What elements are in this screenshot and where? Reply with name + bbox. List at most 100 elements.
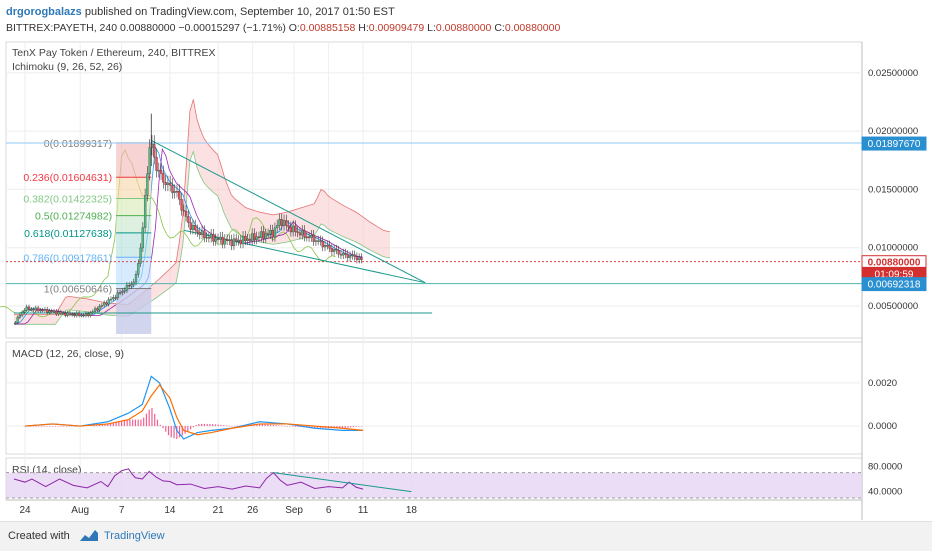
candle-body (50, 310, 53, 312)
macd-histogram-bar (352, 426, 355, 428)
high-label: H: (358, 22, 369, 34)
price-chart[interactable]: 24 Aug 7 14 21 26 Sep 6 11 18 0.00500000 0.01000000… (0, 0, 932, 521)
macd-histogram-bar (107, 423, 109, 427)
symbol-label: BITTREX:PAYETH, 240 (6, 22, 118, 34)
candle-body (123, 290, 126, 292)
rsi-trendline (273, 472, 412, 493)
macd-histogram-bar (220, 424, 222, 427)
candle-body (260, 231, 263, 238)
created-with-label: Created with (8, 530, 70, 542)
candle-body (321, 241, 324, 248)
candle-body (210, 233, 213, 239)
candle-body (18, 315, 22, 318)
candle-body (214, 238, 217, 242)
x-tick-label: 14 (164, 505, 176, 516)
x-tick-label: 11 (358, 505, 369, 516)
macd-histogram-bar (278, 425, 280, 427)
candle-body (153, 143, 156, 158)
candle-body (205, 237, 208, 239)
x-tick-label: Aug (71, 505, 89, 516)
candle-body (348, 255, 352, 258)
candle-body (109, 298, 113, 301)
fib-level-label: 0(0.01899317) (44, 138, 112, 150)
macd-histogram-bar (344, 426, 346, 428)
footer: Created with TradingView (0, 521, 932, 551)
candle-body (48, 310, 51, 313)
macd-histogram-bar (192, 426, 194, 428)
candle-body (175, 191, 179, 193)
macd-histogram-bar (49, 426, 51, 427)
macd-histogram-bar (35, 426, 37, 427)
candle-body (112, 297, 115, 300)
candle-body (358, 257, 361, 260)
candle-body (287, 225, 290, 228)
close-value: 0.00880000 (504, 22, 561, 34)
candle-body (118, 292, 122, 294)
ichimoku-cloud (13, 99, 391, 325)
candle-body (21, 312, 24, 316)
x-tick-label: 7 (119, 505, 125, 516)
candle-body (250, 233, 254, 242)
candle-body (39, 309, 42, 312)
candle-body (71, 314, 74, 316)
price-axis-tag (861, 277, 927, 292)
macd-histogram-bar (311, 426, 313, 429)
candle-body (360, 257, 363, 260)
header-line-2: BITTREX:PAYETH, 240 0.00880000 −0.000152… (6, 20, 560, 36)
tradingview-logo-icon (80, 530, 98, 541)
y-tick-label: 0.01500000 (868, 184, 918, 195)
macd-histogram-bar (132, 419, 134, 427)
candle-body (41, 309, 44, 312)
candle-body (296, 231, 299, 233)
fib-zone (116, 177, 152, 199)
macd-histogram-bar (167, 426, 170, 436)
candle-body (30, 309, 33, 311)
macd-histogram-bar (65, 426, 67, 427)
macd-histogram-bar (275, 425, 277, 427)
macd-histogram-bar (264, 424, 266, 427)
macd-histogram-bar (109, 423, 112, 427)
publish-info: published on TradingView.com, September … (84, 6, 395, 18)
fib-level-label: 0.786(0.00917861) (23, 252, 112, 264)
macd-histogram-bar (198, 423, 200, 427)
candle-body (98, 306, 101, 311)
candle-body (335, 249, 338, 251)
macd-histogram-bar (143, 417, 145, 427)
macd-histogram-bar (178, 426, 181, 438)
candle-body (68, 312, 72, 315)
macd-histogram-bar (281, 425, 283, 427)
candle-body (276, 225, 279, 229)
candle-body (307, 236, 311, 239)
macd-histogram-bar (350, 426, 352, 428)
candle-body (305, 236, 308, 239)
candle-body (32, 309, 35, 311)
price-axis-tag-label: 0.00692318 (868, 280, 921, 291)
candle-body (57, 311, 60, 315)
macd-histogram-bar (173, 426, 175, 439)
candle-body (344, 253, 347, 255)
macd-histogram-bar (154, 413, 156, 427)
macd-histogram-bar (341, 426, 343, 429)
author-name[interactable]: drgorogbalazs (6, 6, 82, 18)
candle-body (141, 227, 145, 249)
macd-histogram-bar (190, 426, 192, 430)
macd-histogram-bar (272, 425, 274, 427)
macd-histogram-bar (145, 413, 148, 427)
x-tick-label: 24 (19, 505, 31, 516)
candle-body (87, 313, 90, 317)
candle-body (102, 302, 106, 306)
candle-body (132, 281, 135, 285)
candle-body (43, 309, 47, 311)
pane-frame-1 (5, 341, 863, 455)
header-line-1: drgorogbalazs published on TradingView.c… (6, 4, 560, 20)
macd-histogram-bar (68, 426, 70, 427)
candle-body (180, 199, 183, 211)
candle-body (248, 238, 252, 242)
macd-histogram-bar (52, 426, 54, 427)
macd-histogram-bar (43, 426, 45, 427)
x-tick-label: 18 (406, 505, 418, 516)
candle-body (337, 250, 340, 255)
tradingview-brand[interactable]: TradingView (104, 530, 165, 542)
macd-histogram-bar (316, 426, 319, 429)
candle-body (244, 235, 247, 241)
